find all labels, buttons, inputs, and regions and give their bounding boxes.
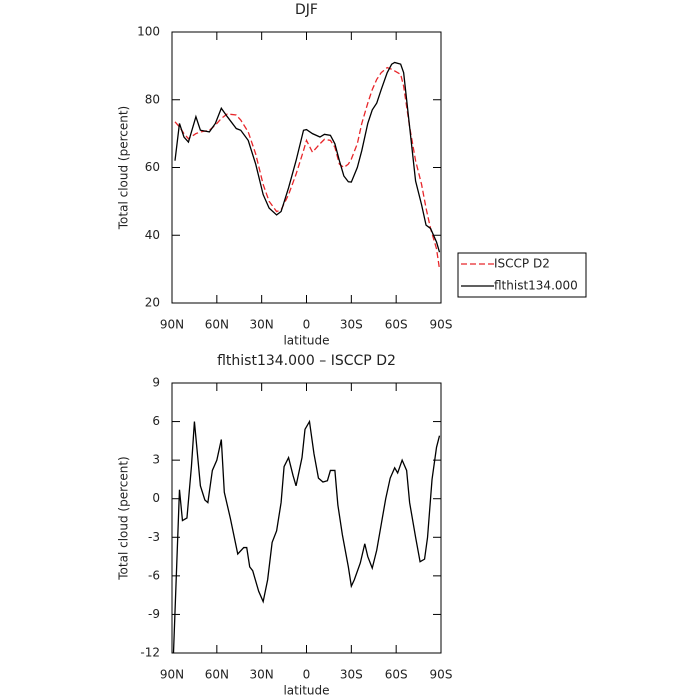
x-tick-label: 90N [160,318,184,332]
data-line [174,61,441,253]
y-tick-label: 80 [145,92,160,106]
x-tick-label: 90N [160,668,184,682]
x-tick-label: 30N [250,668,274,682]
x-tick-label: 60S [385,318,408,332]
y-axis-label: Total cloud (percent) [117,106,131,230]
x-tick-label: 60N [205,318,229,332]
y-tick-label: 6 [152,414,160,428]
y-tick-label: 100 [137,25,160,39]
x-tick-label: 0 [303,668,311,682]
chart-title: DJF [295,2,318,18]
data-line [172,419,441,654]
x-axis-label: latitude [283,334,329,348]
y-tick-label: -9 [148,607,160,621]
x-tick-label: 0 [303,318,311,332]
x-tick-label: 30S [340,318,363,332]
plot-frame [171,31,442,304]
data-line [174,66,441,270]
x-axis-label: latitude [283,684,329,698]
y-tick-label: 0 [152,491,160,505]
x-tick-label: 60N [205,668,229,682]
legend-box [457,252,587,298]
y-axis-label: Total cloud (percent) [117,456,131,580]
plot-frame [171,382,442,654]
x-tick-label: 90S [430,668,453,682]
y-tick-label: 20 [145,296,160,310]
legend-label: flthist134.000 [494,279,578,293]
x-tick-label: 30S [340,668,363,682]
legend-label: ISCCP D2 [494,257,550,271]
x-tick-label: 60S [385,668,408,682]
y-tick-label: 60 [145,160,160,174]
y-tick-label: -3 [148,530,160,544]
y-tick-label: 9 [152,376,160,390]
x-tick-label: 90S [430,318,453,332]
y-tick-label: -6 [148,568,160,582]
x-tick-label: 30N [250,318,274,332]
chart-title: flthist134.000 – ISCCP D2 [217,353,396,369]
y-tick-label: -12 [140,646,160,660]
y-tick-label: 3 [152,453,160,467]
y-tick-label: 40 [145,228,160,242]
